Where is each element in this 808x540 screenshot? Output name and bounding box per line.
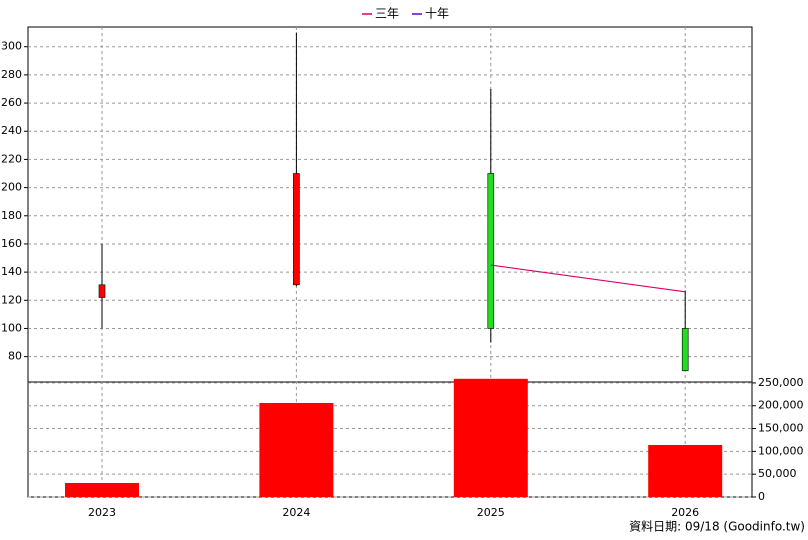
y-tick-label: 140: [1, 265, 22, 278]
plot-frame: [27, 26, 753, 498]
y2-tick-label: 200,000: [758, 399, 804, 412]
candle-body: [681, 328, 689, 372]
x-tick-label: 2023: [88, 506, 116, 519]
x-tick-label: 2026: [671, 506, 699, 519]
y-tick-label: 220: [1, 152, 22, 165]
y-tick-label: 200: [1, 181, 22, 194]
y-tick-label: 160: [1, 237, 22, 250]
candle-body: [487, 173, 495, 329]
y-tick-label: 300: [1, 40, 22, 53]
y-tick-label: 240: [1, 124, 22, 137]
y-tick-label: 80: [8, 350, 22, 363]
y2-tick-label: 100,000: [758, 444, 804, 457]
y-tick-label: 180: [1, 209, 22, 222]
y2-tick-label: 50,000: [758, 467, 797, 480]
candle-body: [98, 284, 106, 298]
volume-bar: [453, 378, 528, 497]
y-tick-label: 260: [1, 96, 22, 109]
y-tick-label: 120: [1, 293, 22, 306]
volume-bar: [648, 444, 723, 497]
footer-note: 資料日期: 09/18 (Goodinfo.tw): [629, 520, 805, 534]
volume-bar: [259, 402, 334, 497]
legend-label: 三年: [375, 7, 399, 21]
legend-label: 十年: [425, 7, 449, 21]
x-tick-label: 2024: [282, 506, 310, 519]
ma-line: [490, 264, 686, 293]
y2-tick-label: 150,000: [758, 422, 804, 435]
y2-tick-label: 250,000: [758, 376, 804, 389]
y-tick-label: 100: [1, 321, 22, 334]
volume-bar: [65, 482, 139, 497]
y2-tick-label: 0: [758, 490, 765, 503]
candle-body: [293, 173, 300, 286]
x-tick-label: 2025: [477, 506, 505, 519]
y-tick-label: 280: [1, 68, 22, 81]
